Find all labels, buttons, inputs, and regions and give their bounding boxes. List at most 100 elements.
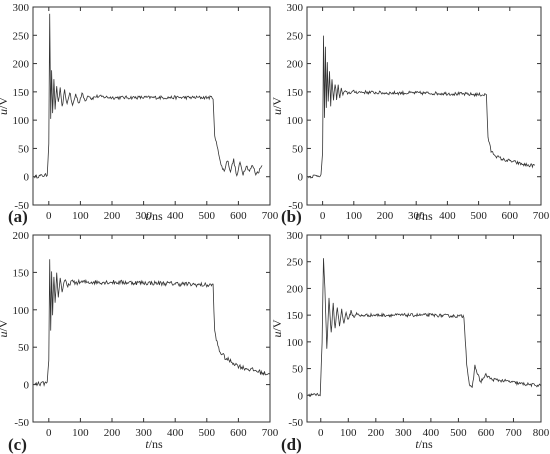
- y-tick-label: 0: [24, 172, 30, 184]
- panel-label: (a): [8, 207, 28, 226]
- y-tick-label: 300: [287, 2, 304, 14]
- x-tick-label: 500: [199, 427, 216, 439]
- y-tick-label: 100: [13, 115, 30, 127]
- x-tick-label: 600: [230, 210, 247, 222]
- x-axis-variable: t: [415, 437, 419, 451]
- x-tick-label: 600: [230, 427, 247, 439]
- y-tick-label: 50: [292, 364, 304, 376]
- y-axis-label: u/V: [0, 319, 10, 337]
- y-tick-label: 50: [18, 143, 30, 155]
- x-tick-label: 700: [505, 427, 522, 439]
- voltage-waveform-line: [308, 258, 542, 397]
- y-tick-label: 300: [287, 230, 304, 242]
- y-axis-unit: /V: [0, 97, 10, 109]
- y-tick-label: 200: [287, 283, 304, 295]
- plot-frame: [306, 234, 542, 423]
- voltage-waveform-line: [308, 35, 536, 179]
- chart-panel: 0 100 200 300 400 500 600 700 -50 0 50 100 150 200 250…: [0, 2, 279, 226]
- x-tick-label: 100: [72, 210, 89, 222]
- x-tick-label: 400: [423, 427, 440, 439]
- x-tick-label: 300: [395, 427, 412, 439]
- y-tick-label: 250: [13, 30, 30, 42]
- x-tick-label: 400: [439, 210, 456, 222]
- y-tick-label: 0: [24, 380, 30, 392]
- x-axis-variable: t: [415, 209, 419, 223]
- x-axis-unit: /ns: [149, 209, 163, 223]
- x-tick-label: 200: [368, 427, 385, 439]
- y-axis-label: u/V: [270, 319, 284, 337]
- x-axis-unit: /ns: [419, 209, 433, 223]
- y-tick-label: 100: [13, 305, 30, 317]
- x-axis-label: t/ns: [415, 437, 433, 451]
- y-tick-label: 150: [287, 310, 304, 322]
- panel-label: (c): [8, 435, 27, 454]
- y-axis-variable: u: [0, 109, 10, 115]
- plot-frame: [306, 6, 542, 206]
- y-tick-label: 200: [287, 59, 304, 71]
- x-tick-label: 300: [135, 210, 152, 222]
- y-axis-label: u/V: [0, 97, 10, 115]
- x-tick-label: 700: [533, 210, 550, 222]
- x-tick-label: 600: [478, 427, 495, 439]
- y-tick-label: 100: [287, 115, 304, 127]
- y-tick-label: 250: [287, 257, 304, 269]
- voltage-waveform-line: [34, 13, 263, 179]
- x-tick-label: 0: [320, 210, 326, 222]
- x-tick-label: 400: [167, 427, 184, 439]
- x-axis-unit: /ns: [419, 437, 433, 451]
- plot-frame: [32, 6, 271, 206]
- x-tick-label: 700: [262, 427, 279, 439]
- y-axis-label: u/V: [270, 97, 284, 115]
- x-axis-unit: /ns: [149, 437, 163, 451]
- x-tick-label: 200: [104, 210, 121, 222]
- x-tick-label: 600: [502, 210, 519, 222]
- y-tick-label: -50: [14, 417, 29, 429]
- x-tick-label: 200: [377, 210, 394, 222]
- y-tick-label: -50: [14, 200, 29, 212]
- x-tick-label: 800: [533, 427, 550, 439]
- y-tick-label: 150: [13, 87, 30, 99]
- y-axis-variable: u: [270, 109, 284, 115]
- x-tick-label: 100: [340, 427, 357, 439]
- y-tick-label: 0: [298, 172, 304, 184]
- y-tick-label: 250: [287, 30, 304, 42]
- y-tick-label: 50: [18, 342, 30, 354]
- y-axis-unit: /V: [0, 319, 10, 331]
- x-axis-label: t/ns: [415, 209, 433, 223]
- x-tick-label: 700: [262, 210, 279, 222]
- y-tick-label: 50: [292, 143, 304, 155]
- plot-frame: [32, 234, 271, 423]
- y-tick-label: -50: [288, 417, 303, 429]
- y-tick-label: 200: [13, 230, 30, 242]
- y-tick-label: 300: [13, 2, 30, 14]
- y-tick-label: -50: [288, 200, 303, 212]
- x-axis-variable: t: [145, 437, 149, 451]
- x-tick-label: 100: [72, 427, 89, 439]
- x-tick-label: 400: [167, 210, 184, 222]
- y-axis-unit: /V: [270, 319, 284, 331]
- x-tick-label: 300: [408, 210, 425, 222]
- x-axis-label: t/ns: [145, 437, 163, 451]
- chart-panel: 0 100 200 300 400 500 600 700 800 -50 0 50 100 150 200…: [270, 230, 550, 454]
- y-tick-label: 0: [298, 390, 304, 402]
- y-tick-label: 150: [287, 87, 304, 99]
- x-tick-label: 200: [104, 427, 121, 439]
- x-tick-label: 300: [135, 427, 152, 439]
- y-tick-label: 150: [13, 267, 30, 279]
- y-axis-variable: u: [0, 332, 10, 338]
- y-axis-unit: /V: [270, 97, 284, 109]
- x-tick-label: 0: [318, 427, 324, 439]
- x-tick-label: 0: [46, 427, 52, 439]
- y-tick-label: 200: [13, 59, 30, 71]
- y-axis-variable: u: [270, 332, 284, 338]
- x-tick-label: 500: [199, 210, 216, 222]
- panel-label: (d): [281, 435, 302, 454]
- x-tick-label: 0: [46, 210, 52, 222]
- voltage-waveform-line: [34, 259, 271, 387]
- x-tick-label: 500: [470, 210, 487, 222]
- chart-panel: 0 100 200 300 400 500 600 700 -50 0 50 100 150 200 250…: [270, 2, 550, 226]
- x-tick-label: 100: [346, 210, 363, 222]
- x-tick-label: 500: [450, 427, 467, 439]
- y-tick-label: 100: [287, 337, 304, 349]
